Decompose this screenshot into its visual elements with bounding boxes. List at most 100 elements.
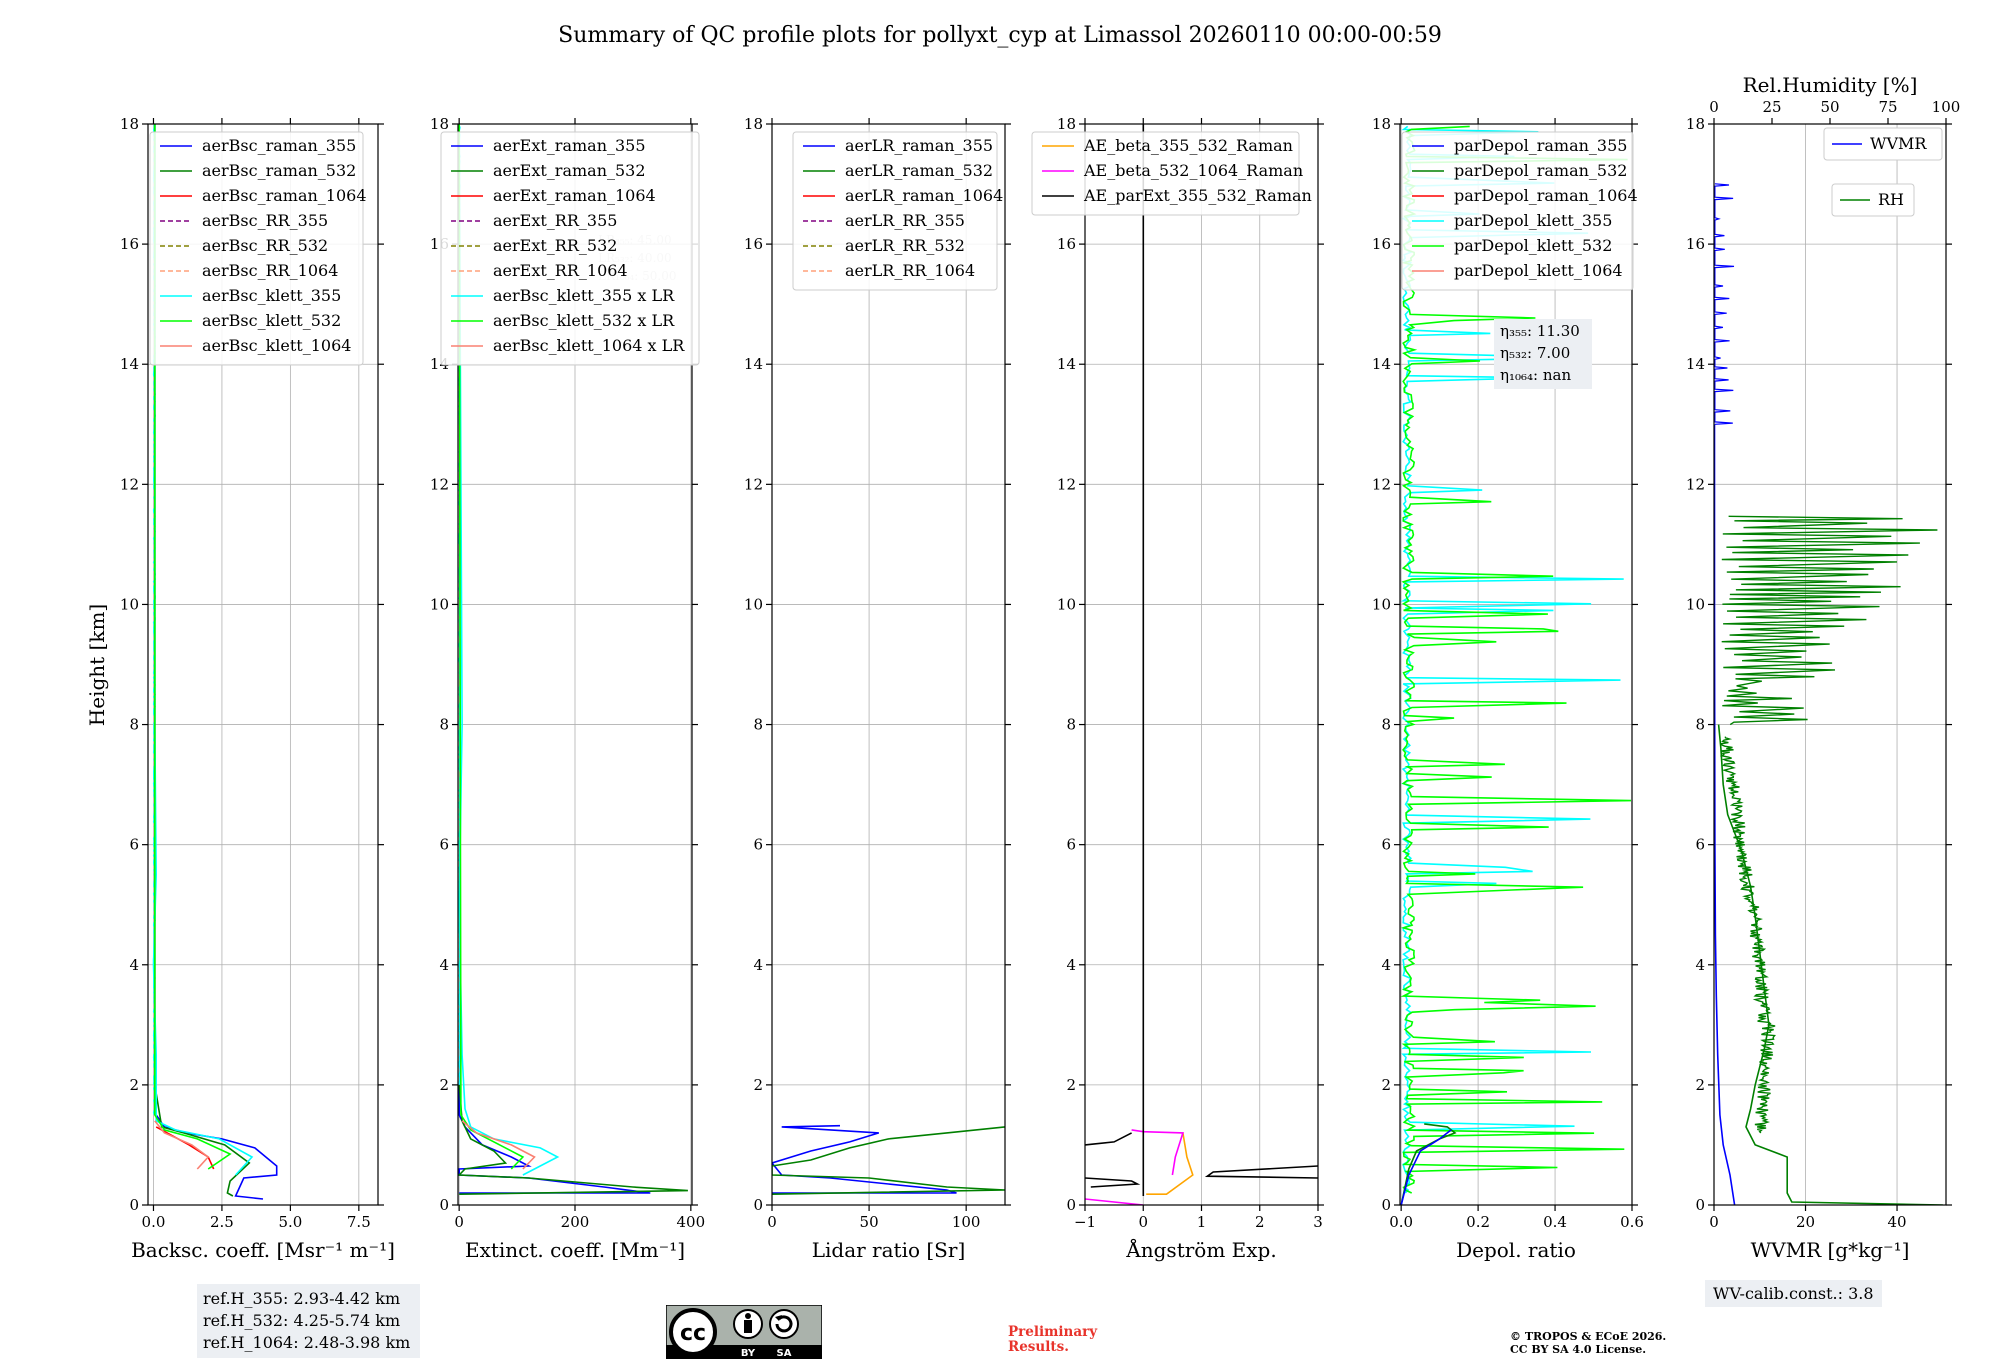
cc-text: cc [680, 1321, 706, 1346]
x-axis-label: Backsc. coeff. [Msr⁻¹ m⁻¹] [131, 1238, 395, 1262]
y-tick-label: 10 [1372, 595, 1391, 613]
y-tick-label: 6 [753, 836, 763, 854]
x2-axis-label: Rel.Humidity [%] [1743, 73, 1918, 97]
y-tick-label: 2 [129, 1076, 139, 1094]
legend-box [1823, 127, 1943, 161]
cc-license-badge: cc BY SA [665, 1304, 823, 1360]
preliminary-line-2: Results. [1008, 1339, 1069, 1355]
series-aerBsc_klett_532 [154, 124, 232, 1170]
series-AE_parExt_355_532_Raman_b [1085, 1177, 1141, 1188]
series-AE_parExt_355_532_Raman_c [1085, 1132, 1132, 1146]
y-tick-label: 2 [753, 1076, 763, 1094]
series-aerBsc_klett_532 x LR [458, 124, 525, 1170]
y-tick-label: 0 [439, 1196, 449, 1214]
legend-label: aerBsc_RR_355 [202, 211, 328, 230]
legend-label: aerBsc_klett_355 [202, 286, 341, 305]
ref-height-1064: ref.H_1064: 2.48-3.98 km [203, 1333, 411, 1352]
legend-label: aerBsc_klett_1064 [202, 336, 351, 355]
legend-label: aerBsc_raman_355 [202, 136, 356, 155]
y-tick-label: 8 [129, 716, 139, 734]
x-tick-label: 50 [860, 1213, 879, 1231]
y-tick-label: 6 [1381, 836, 1391, 854]
y-tick-label: 10 [120, 595, 139, 613]
series-aerLR_raman_532 [772, 1126, 1005, 1195]
x-axis-label: Extinct. coeff. [Mm⁻¹] [465, 1238, 685, 1262]
series-AE_beta_532_1064_Raman_b [1131, 1129, 1184, 1176]
legend-label: aerExt_raman_532 [493, 161, 646, 180]
notes-box [1494, 319, 1592, 389]
plot-area-angstrom [1085, 124, 1318, 1205]
y-tick-label: 18 [120, 115, 139, 133]
legend-label: aerBsc_klett_1064 x LR [493, 336, 685, 355]
y-tick-label: 8 [439, 716, 449, 734]
legend-label: AE_beta_355_532_Raman [1083, 136, 1293, 155]
y-tick-label: 4 [1695, 956, 1705, 974]
y-tick-label: 18 [430, 115, 449, 133]
legend-label: aerBsc_raman_532 [202, 161, 356, 180]
y-tick-label: 10 [430, 595, 449, 613]
note-2: η₁₀₆₄: nan [1500, 366, 1571, 384]
x2-tick-label: 75 [1878, 98, 1897, 116]
y-tick-label: 12 [430, 475, 449, 493]
ref-height-532: ref.H_532: 4.25-5.74 km [203, 1311, 401, 1330]
x-tick-label: 200 [561, 1213, 590, 1231]
y-tick-label: 2 [1381, 1076, 1391, 1094]
y-tick-label: 8 [753, 716, 763, 734]
y-tick-label: 12 [1372, 475, 1391, 493]
y-tick-label: 0 [753, 1196, 763, 1214]
series-RH-upper [1721, 515, 1938, 726]
legend-label: parDepol_klett_532 [1454, 236, 1612, 255]
y-tick-label: 12 [744, 475, 763, 493]
y-tick-label: 14 [120, 355, 139, 373]
y-tick-label: 12 [1686, 475, 1705, 493]
legend-label: AE_beta_532_1064_Raman [1083, 161, 1303, 180]
y-tick-label: 10 [1686, 595, 1705, 613]
legend-label: aerExt_raman_1064 [493, 186, 656, 205]
legend-box [440, 131, 700, 366]
x-tick-label: 2 [1255, 1213, 1265, 1231]
panel-depol: 0 2 4 6 8 10 12 14 16 18 0.0 0.2 0.4 0.6 Depol. ratio η… [1372, 115, 1644, 1262]
sa-icon [769, 1309, 799, 1339]
series-parDepol_klett_532 [1400, 125, 1632, 1194]
legend-label: aerExt_RR_1064 [493, 261, 628, 280]
legend-label: aerExt_RR_355 [493, 211, 617, 230]
by-text: BY [741, 1348, 756, 1359]
y-tick-label: 12 [120, 475, 139, 493]
y-tick-label: 4 [1381, 956, 1391, 974]
legend-box [1401, 131, 1634, 291]
y-tick-label: 8 [1381, 716, 1391, 734]
legend-box [792, 131, 998, 291]
y-tick-label: 0 [1066, 1196, 1076, 1214]
axes-frame [771, 123, 1006, 1206]
y-tick-label: 0 [1381, 1196, 1391, 1214]
legend-label: parDepol_raman_532 [1454, 161, 1627, 180]
y-tick-label: 14 [1686, 355, 1705, 373]
axes-frame [1713, 123, 1947, 1206]
y-tick-label: 4 [753, 956, 763, 974]
x2-tick-label: 0 [1709, 98, 1719, 116]
series-aerExt_raman_532 [458, 1084, 688, 1195]
y-tick-label: 16 [1057, 235, 1076, 253]
y-tick-label: 10 [1057, 595, 1076, 613]
panel-lidar_ratio: 0 2 4 6 8 10 12 14 16 18 0 50 100 Lidar ratio [Sr] aer… [744, 115, 1011, 1262]
y-axis-label: Height [km] [85, 604, 109, 726]
x-tick-label: 2.5 [210, 1213, 234, 1231]
y-tick-label: 6 [1695, 836, 1705, 854]
cc-icon [669, 1308, 717, 1356]
ref-height-355: ref.H_355: 2.93-4.42 km [203, 1289, 401, 1308]
y-tick-label: 16 [1686, 235, 1705, 253]
series-parDepol_raman_532 [1400, 1123, 1457, 1205]
legend-label: aerLR_RR_532 [845, 236, 965, 255]
legend-label: aerLR_raman_532 [845, 161, 993, 180]
series-RH-mid [1719, 736, 1776, 1134]
x-tick-label: 0.6 [1620, 1213, 1644, 1231]
y-tick-label: 14 [744, 355, 763, 373]
legend-label: aerLR_raman_355 [845, 136, 993, 155]
series-WVMR-upper [1714, 183, 1735, 425]
plot-area-extinction [458, 124, 688, 1195]
y-tick-label: 2 [1066, 1076, 1076, 1094]
x-tick-label: 0 [1138, 1213, 1148, 1231]
y-tick-label: 14 [1372, 355, 1391, 373]
plot-area-wvmr [1714, 183, 1943, 1205]
